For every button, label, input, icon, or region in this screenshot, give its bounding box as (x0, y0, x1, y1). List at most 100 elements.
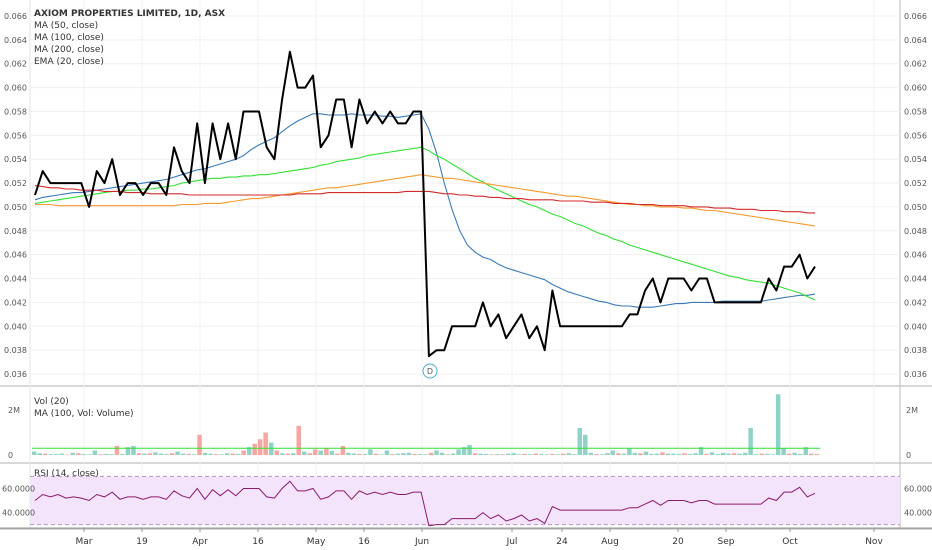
volume-bar (572, 454, 577, 455)
volume-tick-label-right: 2M (906, 406, 918, 415)
rsi-title[interactable]: RSI (14, close) (34, 469, 99, 479)
x-tick-label: 19 (136, 537, 148, 547)
y-tick-label-right: 0.066 (904, 12, 927, 21)
volume-bar (483, 453, 489, 455)
volume-bar (605, 453, 610, 455)
y-tick-label-right: 0.052 (904, 179, 927, 188)
x-tick-label: Apr (192, 537, 208, 547)
x-tick-label: 16 (358, 537, 370, 547)
price-panel: D (34, 50, 816, 379)
study-ma50[interactable]: MA (50, close) (34, 21, 99, 31)
volume-bar (390, 454, 395, 455)
volume-bar (329, 450, 335, 455)
y-tick-label-left: 0.054 (4, 155, 27, 164)
volume-bar (401, 453, 406, 455)
volume-bar (803, 447, 808, 455)
volume-bar (296, 425, 301, 456)
volume-bar (649, 453, 654, 455)
volume-bar (671, 453, 676, 455)
volume-bar (340, 446, 346, 455)
volume-bar (252, 443, 257, 456)
volume-bar (274, 450, 279, 455)
rsi-tick-label-left: 40.0000 (2, 509, 35, 518)
volume-bar (346, 452, 351, 456)
chart-title: AXIOM PROPERTIES LIMITED, 1D, ASX (34, 9, 226, 19)
volume-bar (43, 453, 48, 455)
study-ma200[interactable]: MA (200, close) (34, 45, 104, 55)
volume-ma-title[interactable]: MA (100, Vol: Volume) (34, 409, 134, 419)
volume-bar (577, 428, 582, 455)
volume-bar (230, 453, 235, 455)
volume-bar (395, 453, 401, 455)
volume-bar (472, 453, 478, 455)
volume-bar (687, 453, 693, 455)
y-tick-label-right: 0.036 (904, 370, 927, 379)
y-tick-label-right: 0.060 (904, 84, 927, 93)
rsi-legend: RSI (14, close) (34, 468, 99, 480)
volume-bar (92, 450, 98, 455)
volume-bar (494, 454, 500, 455)
volume-bar (627, 448, 632, 456)
volume-bar (544, 454, 549, 455)
y-tick-label-left: 0.040 (4, 322, 27, 331)
volume-bar (197, 434, 202, 456)
volume-bar (704, 453, 709, 455)
x-tick-label: 16 (252, 537, 264, 547)
volume-bar (313, 449, 318, 455)
volume-bar (357, 453, 362, 455)
volume-bar (527, 454, 533, 455)
volume-bar (583, 434, 588, 456)
volume-title[interactable]: Vol (20) (34, 397, 69, 407)
volume-bar (511, 453, 516, 455)
volume-bar (610, 450, 616, 455)
volume-bar (445, 454, 450, 455)
volume-bar (59, 453, 65, 455)
volume-bar (439, 452, 445, 456)
volume-bar (467, 444, 472, 455)
y-tick-label-left: 0.044 (4, 275, 27, 284)
x-tick-label: May (307, 537, 326, 547)
volume-bar (257, 439, 263, 456)
volume-bar (478, 453, 483, 455)
volume-bar (412, 453, 417, 455)
volume-bar (500, 454, 505, 455)
volume-bar (180, 453, 186, 455)
volume-bar (737, 453, 742, 455)
volume-bar (759, 453, 764, 455)
volume-bar (280, 453, 285, 455)
y-tick-label-right: 0.046 (904, 251, 927, 260)
volume-bar (246, 447, 252, 455)
y-tick-label-left: 0.056 (4, 131, 27, 140)
study-ma100[interactable]: MA (100, close) (34, 33, 104, 43)
series-line-axiom-properties-limited (34, 50, 816, 358)
volume-bar (241, 450, 246, 455)
volume-bar (32, 451, 37, 455)
volume-bar (379, 454, 384, 455)
x-tick-label: 20 (672, 537, 684, 547)
volume-bar (726, 453, 731, 455)
volume-tick-label-right: 0 (906, 451, 911, 460)
axes: 0.066 0.066 0.064 0.064 0.062 0.062 0.060 0.060… (0, 12, 932, 547)
x-tick-label: Sep (718, 537, 735, 547)
y-tick-label-left: 0.066 (4, 12, 27, 21)
volume-bar (269, 442, 274, 455)
volume-bar (186, 453, 191, 455)
volume-bar (362, 454, 368, 455)
y-tick-label-right: 0.054 (904, 155, 927, 164)
volume-bar (219, 454, 224, 455)
volume-bar (417, 454, 423, 455)
volume-bar (175, 451, 180, 455)
y-tick-label-left: 0.058 (4, 107, 27, 116)
y-tick-label-left: 0.046 (4, 251, 27, 260)
volume-bar (786, 453, 792, 455)
volume-bar (263, 432, 268, 455)
dividend-marker[interactable] (422, 363, 438, 379)
volume-bar (693, 453, 698, 455)
volume-bar (103, 453, 109, 455)
volume-bar (235, 453, 241, 455)
volume-bar (809, 453, 814, 455)
volume-bar (720, 452, 726, 456)
x-tick-label: Mar (76, 537, 93, 547)
study-ema20[interactable]: EMA (20, close) (34, 57, 104, 67)
